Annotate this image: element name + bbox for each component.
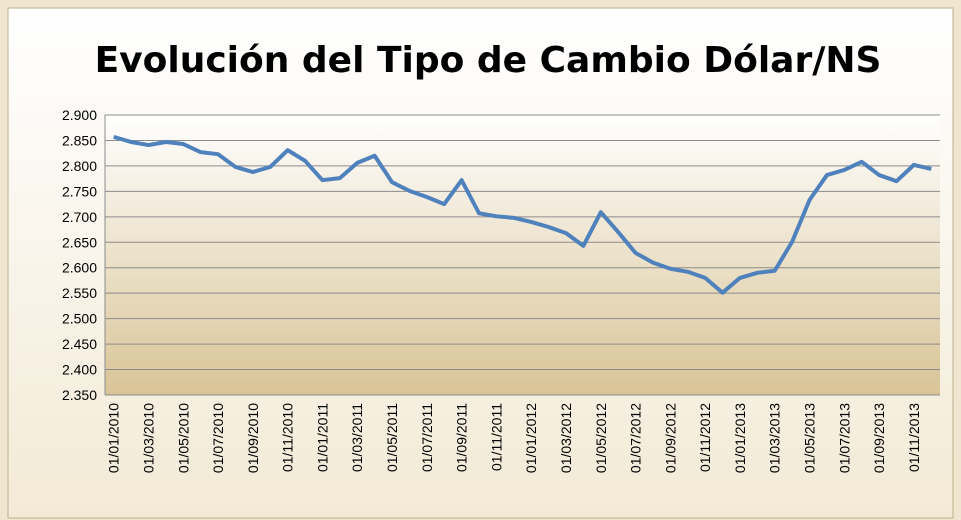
x-tick-label: 01/01/2013	[732, 403, 748, 473]
y-tick-label: 2.600	[62, 260, 97, 276]
y-tick-label: 2.850	[62, 132, 97, 148]
x-tick-label: 01/03/2011	[349, 403, 365, 472]
x-tick-label: 01/05/2012	[593, 403, 609, 473]
x-tick-label: 01/01/2010	[106, 403, 122, 473]
y-tick-label: 2.800	[62, 158, 97, 174]
y-tick-label: 2.500	[62, 311, 97, 327]
x-tick-label: 01/05/2011	[384, 403, 400, 472]
x-tick-label: 01/05/2010	[175, 403, 191, 473]
x-tick-label: 01/07/2013	[836, 403, 852, 473]
y-tick-label: 2.700	[62, 209, 97, 225]
x-tick-label: 01/09/2013	[871, 403, 887, 473]
plot-area	[105, 115, 940, 395]
x-tick-label: 01/09/2011	[454, 403, 470, 472]
chart-title: Evolución del Tipo de Cambio Dólar/NS	[95, 40, 882, 81]
x-tick-label: 01/07/2012	[628, 403, 644, 473]
x-tick-label: 01/09/2012	[662, 403, 678, 473]
x-tick-label: 01/11/2010	[280, 403, 296, 472]
line-series	[113, 134, 932, 295]
y-tick-label: 2.450	[62, 336, 97, 352]
x-tick-label: 01/01/2012	[523, 403, 539, 473]
y-tick-label: 2.650	[62, 234, 97, 250]
x-tick-label: 01/07/2011	[419, 403, 435, 472]
x-tick-label: 01/09/2010	[245, 403, 261, 473]
y-tick-label: 2.550	[62, 285, 97, 301]
y-tick-label: 2.900	[62, 107, 97, 123]
y-tick-label: 2.400	[62, 362, 97, 378]
x-tick-label: 01/11/2013	[906, 403, 922, 472]
x-tick-label: 01/03/2013	[767, 403, 783, 473]
x-tick-label: 01/03/2010	[140, 403, 156, 473]
x-tick-label: 01/07/2010	[210, 403, 226, 473]
x-tick-label: 01/05/2013	[802, 403, 818, 473]
y-tick-label: 2.750	[62, 183, 97, 199]
y-tick-label: 2.350	[62, 387, 97, 403]
x-tick-label: 01/11/2011	[488, 403, 504, 471]
x-tick-label: 01/03/2012	[558, 403, 574, 473]
x-tick-label: 01/01/2011	[314, 403, 330, 472]
x-tick-label: 01/11/2012	[697, 403, 713, 472]
